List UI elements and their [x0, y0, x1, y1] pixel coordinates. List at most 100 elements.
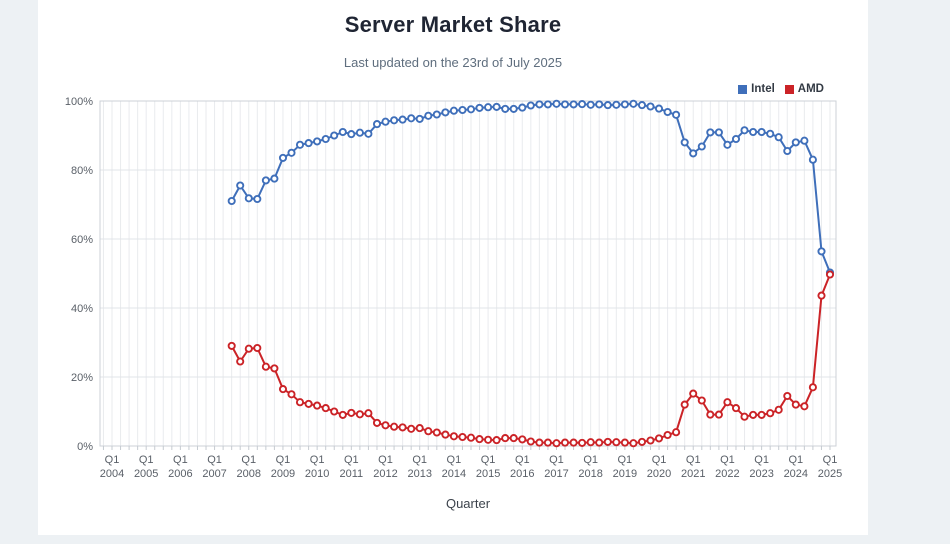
amd-point[interactable] [509, 434, 518, 443]
amd-point[interactable] [364, 409, 373, 418]
intel-point[interactable] [714, 128, 723, 137]
amd-point[interactable] [629, 439, 638, 448]
amd-point[interactable] [466, 433, 476, 442]
intel-point[interactable] [475, 103, 484, 112]
intel-point[interactable] [287, 148, 296, 157]
intel-point[interactable] [646, 102, 655, 111]
intel-point[interactable] [552, 99, 561, 108]
amd-point[interactable] [236, 357, 245, 366]
amd-point[interactable] [381, 421, 390, 430]
amd-point[interactable] [304, 399, 313, 408]
intel-point[interactable] [654, 104, 664, 113]
intel-point[interactable] [757, 127, 766, 137]
intel-point[interactable] [355, 128, 364, 137]
intel-point[interactable] [569, 100, 578, 109]
intel-point[interactable] [791, 138, 800, 147]
amd-point[interactable] [295, 398, 305, 407]
amd-point[interactable] [347, 408, 356, 417]
amd-point[interactable] [714, 410, 723, 419]
amd-point[interactable] [441, 430, 450, 439]
amd-point[interactable] [372, 418, 382, 427]
intel-point[interactable] [466, 105, 476, 114]
intel-point[interactable] [526, 101, 535, 110]
intel-point[interactable] [663, 107, 672, 117]
intel-point[interactable] [321, 134, 330, 144]
intel-point[interactable] [518, 103, 527, 112]
intel-point[interactable] [535, 100, 544, 109]
intel-point[interactable] [304, 139, 313, 148]
intel-point[interactable] [338, 127, 347, 137]
amd-point[interactable] [578, 438, 587, 447]
amd-point[interactable] [808, 383, 817, 392]
amd-point[interactable] [253, 343, 262, 353]
intel-point[interactable] [407, 114, 416, 123]
amd-point[interactable] [552, 439, 561, 448]
amd-point[interactable] [313, 401, 322, 410]
amd-point[interactable] [766, 409, 775, 418]
intel-point[interactable] [629, 99, 638, 108]
amd-point[interactable] [501, 434, 510, 443]
intel-point[interactable] [244, 194, 253, 203]
legend-item-amd[interactable]: AMD [784, 83, 824, 95]
amd-point[interactable] [612, 438, 621, 447]
amd-point[interactable] [586, 438, 595, 447]
amd-point[interactable] [603, 437, 612, 446]
amd-point[interactable] [244, 344, 253, 353]
amd-point[interactable] [330, 407, 339, 416]
amd-point[interactable] [270, 364, 279, 373]
amd-point[interactable] [407, 424, 416, 433]
intel-point[interactable] [270, 174, 279, 183]
intel-point[interactable] [509, 104, 518, 113]
amd-point[interactable] [338, 410, 347, 419]
amd-point[interactable] [774, 405, 783, 414]
amd-point[interactable] [484, 435, 493, 444]
intel-point[interactable] [381, 117, 390, 126]
amd-point[interactable] [415, 424, 424, 433]
legend-item-intel[interactable]: Intel [738, 83, 775, 95]
amd-point[interactable] [535, 438, 544, 447]
intel-point[interactable] [227, 196, 236, 206]
intel-point[interactable] [441, 108, 450, 117]
intel-point[interactable] [278, 153, 288, 162]
amd-point[interactable] [449, 432, 458, 441]
amd-point[interactable] [697, 396, 706, 405]
amd-point[interactable] [800, 402, 809, 411]
intel-point[interactable] [612, 100, 621, 109]
amd-point[interactable] [817, 291, 826, 300]
intel-point[interactable] [415, 114, 424, 123]
amd-point[interactable] [825, 270, 835, 279]
amd-point[interactable] [543, 438, 552, 447]
amd-point[interactable] [654, 434, 664, 443]
intel-point[interactable] [749, 127, 758, 137]
intel-point[interactable] [330, 131, 339, 140]
amd-point[interactable] [723, 398, 732, 407]
amd-point[interactable] [663, 430, 672, 440]
intel-point[interactable] [484, 103, 493, 112]
intel-point[interactable] [595, 100, 604, 109]
intel-point[interactable] [364, 129, 373, 138]
intel-point[interactable] [236, 181, 245, 190]
intel-point[interactable] [723, 140, 732, 149]
intel-point[interactable] [603, 101, 612, 110]
amd-point[interactable] [355, 410, 364, 419]
intel-point[interactable] [706, 128, 715, 137]
intel-point[interactable] [783, 146, 792, 156]
amd-point[interactable] [424, 427, 433, 436]
intel-point[interactable] [697, 142, 706, 151]
intel-point[interactable] [740, 126, 749, 135]
amd-point[interactable] [287, 390, 296, 399]
intel-point[interactable] [766, 129, 775, 138]
intel-point[interactable] [672, 110, 681, 119]
intel-point[interactable] [731, 134, 741, 144]
intel-point[interactable] [253, 194, 262, 204]
amd-point[interactable] [689, 389, 698, 398]
amd-point[interactable] [321, 404, 330, 413]
intel-point[interactable] [578, 100, 587, 109]
amd-point[interactable] [595, 438, 604, 447]
intel-point[interactable] [800, 136, 809, 145]
intel-point[interactable] [424, 111, 433, 120]
intel-point[interactable] [774, 133, 783, 142]
amd-point[interactable] [731, 404, 741, 413]
amd-point[interactable] [458, 432, 467, 442]
amd-point[interactable] [492, 436, 501, 445]
